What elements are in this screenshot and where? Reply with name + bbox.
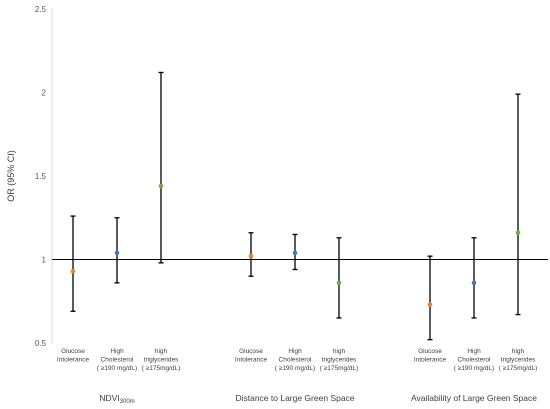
x-category-label-line: High xyxy=(288,348,302,355)
estimate-glucose xyxy=(427,255,433,341)
x-group-label: Distance to Large Green Space xyxy=(235,393,354,403)
x-category-label: High Cholesterol( ≥190 mg/dL) xyxy=(97,348,137,372)
x-category-label: High Cholesterol( ≥190 mg/dL) xyxy=(454,348,494,372)
x-group-label-text: NDVI xyxy=(99,393,119,403)
estimate-cholesterol xyxy=(114,217,120,284)
x-category-label: High Cholesterol( ≥190 mg/dL) xyxy=(275,348,315,372)
point-estimate xyxy=(336,280,342,286)
x-category-label-line: ( ≥190 mg/dL) xyxy=(275,365,315,372)
x-group-label: Availability of Large Green Space xyxy=(411,393,537,403)
y-axis: 0.5 1 1.5 2 2.5 OR (95% CI) xyxy=(6,5,53,348)
x-category-label-line: ( ≥190 mg/dL) xyxy=(454,365,494,372)
x-category-label-line: Glucose xyxy=(239,348,263,355)
point-estimate xyxy=(158,183,164,189)
x-category-label-line: Intolerance xyxy=(57,357,90,364)
x-category-label-line: Cholesterol xyxy=(279,357,312,364)
y-tick-label: 1.5 xyxy=(35,172,47,181)
point-estimate xyxy=(248,253,254,259)
y-axis-title: OR (95% CI) xyxy=(6,150,16,202)
x-category-label-line: ( ≥175mg/dL) xyxy=(499,365,538,372)
x-category-label-line: triglycerides xyxy=(144,357,179,364)
point-estimate xyxy=(427,302,433,307)
x-category-label-line: high xyxy=(333,348,346,355)
plot-marks xyxy=(70,71,521,341)
x-category-label-line: Intolerance xyxy=(235,357,268,364)
x-group-labels: NDVI300m Distance to Large Green Space Ava… xyxy=(99,393,537,405)
x-category-label-line: ( ≥175mg/dL) xyxy=(320,365,359,372)
x-category-label-line: Glucose xyxy=(61,348,85,355)
estimate-triglycerides xyxy=(336,237,342,319)
y-tick-label: 0.5 xyxy=(35,339,47,348)
x-category-label-line: high xyxy=(512,348,525,355)
estimate-triglycerides xyxy=(515,93,521,316)
x-category-label: Glucose Intolerance xyxy=(414,348,447,364)
x-category-label: high triglycerides( ≥175mg/dL) xyxy=(142,348,181,372)
point-estimate xyxy=(471,280,477,286)
x-category-label-line: ( ≥190 mg/dL) xyxy=(97,365,137,372)
estimate-triglycerides xyxy=(158,71,164,264)
point-estimate xyxy=(292,250,298,256)
estimate-glucose xyxy=(248,232,254,277)
x-category-label: Glucose Intolerance xyxy=(57,348,90,364)
x-category-label-line: triglycerides xyxy=(322,357,357,364)
x-group-label-subscript: 300m xyxy=(120,399,135,405)
point-estimate xyxy=(114,250,120,256)
point-estimate xyxy=(515,230,521,236)
y-tick-label: 2 xyxy=(42,89,47,98)
estimate-cholesterol xyxy=(471,237,477,319)
x-category-label-line: high xyxy=(155,348,168,355)
y-tick-labels: 0.5 1 1.5 2 2.5 xyxy=(35,5,47,348)
x-group-label-text: Availability of Large Green Space xyxy=(411,393,537,403)
x-group-label-text: Distance to Large Green Space xyxy=(235,393,354,403)
x-category-label-line: ( ≥175mg/dL) xyxy=(142,365,181,372)
x-category-label-line: Cholesterol xyxy=(101,357,134,364)
point-estimate xyxy=(70,268,76,274)
estimate-cholesterol xyxy=(292,233,298,271)
x-category-label: high triglycerides( ≥175mg/dL) xyxy=(320,348,359,372)
y-tick-label: 2.5 xyxy=(35,5,47,14)
x-category-label-line: High xyxy=(467,348,481,355)
estimate-glucose xyxy=(70,215,76,312)
x-category-label-line: Glucose xyxy=(418,348,442,355)
x-category-label-line: High xyxy=(110,348,124,355)
x-category-label: high triglycerides( ≥175mg/dL) xyxy=(499,348,538,372)
y-tick-label: 1 xyxy=(42,256,47,265)
x-category-label-line: Cholesterol xyxy=(458,357,491,364)
x-category-label-line: triglycerides xyxy=(501,357,536,364)
x-category-label-line: Intolerance xyxy=(414,357,447,364)
x-category-label: Glucose Intolerance xyxy=(235,348,268,364)
x-group-label: NDVI300m xyxy=(99,393,134,405)
